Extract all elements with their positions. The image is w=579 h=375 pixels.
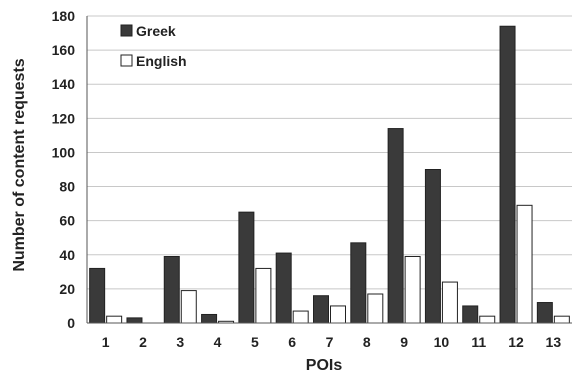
- y-tick-label: 180: [52, 8, 76, 24]
- bar-english-13: [553, 315, 570, 324]
- bar-greek-7: [313, 295, 329, 324]
- x-tick-label: 13: [546, 334, 562, 350]
- bar-english-11: [479, 315, 496, 324]
- x-tick-label: 1: [102, 334, 110, 350]
- legend-swatch-english: [120, 54, 133, 67]
- x-axis-title: POIs: [306, 357, 343, 374]
- bar-greek-10: [424, 169, 441, 324]
- bar-greek-5: [238, 211, 255, 324]
- bar-english-1: [106, 315, 123, 324]
- x-tick-label: 7: [326, 334, 334, 350]
- bar-english-3: [180, 290, 197, 324]
- x-tick-label: 3: [176, 334, 184, 350]
- bar-greek-1: [89, 267, 106, 324]
- bar-greek-11: [462, 305, 479, 324]
- y-tick-label: 40: [59, 247, 75, 263]
- bar-english-9: [404, 255, 421, 324]
- x-tick-label: 8: [363, 334, 371, 350]
- x-tick-label: 2: [139, 334, 147, 350]
- gridlines: [87, 15, 572, 290]
- x-tick-labels: 1 2 3 4 5 6 7 8 9 10 11 12 13: [102, 334, 562, 350]
- legend-label-greek: Greek: [136, 23, 176, 39]
- x-tick-label: 5: [251, 334, 259, 350]
- legend-swatch-greek: [120, 24, 133, 37]
- x-tick-label: 9: [400, 334, 408, 350]
- y-tick-labels: 0 20 40 60 80 100 120 140 160 180: [52, 8, 76, 331]
- bars: [89, 25, 570, 324]
- legend-label-english: English: [136, 53, 187, 69]
- bar-greek-4: [201, 313, 218, 324]
- y-tick-label: 60: [59, 213, 75, 229]
- bar-greek-12: [499, 25, 516, 324]
- y-tick-label: 120: [52, 110, 76, 126]
- x-tick-label: 10: [434, 334, 450, 350]
- y-tick-label: 20: [59, 281, 75, 297]
- bar-english-8: [367, 293, 384, 324]
- y-tick-label: 0: [67, 315, 75, 331]
- bar-greek-2: [126, 317, 143, 324]
- bar-greek-9: [387, 128, 404, 324]
- legend: Greek English: [120, 23, 187, 69]
- x-tick-label: 11: [471, 334, 486, 350]
- bar-greek-13: [536, 302, 553, 324]
- bar-greek-6: [275, 252, 292, 324]
- bar-english-5: [255, 267, 272, 324]
- x-tick-label: 12: [508, 334, 524, 350]
- y-tick-label: 140: [52, 76, 76, 92]
- bar-english-10: [441, 281, 458, 324]
- y-tick-label: 100: [52, 144, 76, 160]
- x-tick-label: 4: [214, 334, 222, 350]
- bar-english-12: [516, 204, 533, 324]
- y-tick-label: 80: [59, 179, 75, 195]
- axes: [86, 16, 572, 324]
- y-tick-label: 160: [52, 42, 76, 58]
- bar-english-6: [292, 310, 309, 324]
- x-tick-label: 6: [288, 334, 296, 350]
- bar-english-7: [330, 305, 346, 324]
- bar-greek-8: [350, 242, 367, 324]
- bar-greek-3: [163, 255, 180, 324]
- y-axis-title: Number of content requests: [11, 58, 28, 271]
